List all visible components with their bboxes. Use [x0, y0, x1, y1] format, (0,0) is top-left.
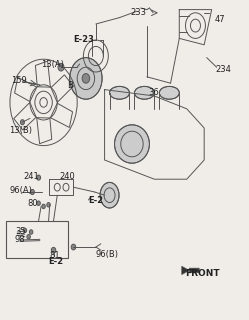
Ellipse shape — [115, 125, 149, 163]
Circle shape — [82, 74, 90, 83]
Circle shape — [20, 120, 24, 125]
Circle shape — [71, 244, 76, 250]
Circle shape — [58, 63, 64, 71]
Text: 241: 241 — [24, 172, 39, 180]
Ellipse shape — [159, 86, 179, 99]
Text: 36: 36 — [148, 88, 159, 97]
Text: 233: 233 — [131, 8, 147, 17]
Text: E-23: E-23 — [73, 35, 94, 44]
Text: FRONT: FRONT — [186, 269, 220, 278]
Text: 234: 234 — [215, 65, 231, 74]
Ellipse shape — [134, 86, 154, 99]
Text: 47: 47 — [215, 15, 225, 24]
Text: 96(A): 96(A) — [10, 186, 33, 195]
Ellipse shape — [110, 86, 129, 99]
Text: 13(B): 13(B) — [9, 126, 32, 135]
Text: 80: 80 — [27, 199, 38, 208]
Text: 81: 81 — [50, 251, 61, 260]
Polygon shape — [182, 266, 199, 275]
Circle shape — [23, 228, 27, 233]
Circle shape — [29, 230, 33, 234]
Ellipse shape — [70, 58, 102, 99]
Circle shape — [51, 247, 56, 253]
Circle shape — [47, 203, 50, 207]
Text: 13(A): 13(A) — [41, 60, 64, 68]
Text: 159: 159 — [11, 76, 27, 85]
Text: E-2: E-2 — [88, 196, 104, 205]
Text: 240: 240 — [59, 172, 75, 181]
Circle shape — [42, 204, 45, 209]
Circle shape — [37, 201, 40, 205]
Ellipse shape — [100, 182, 119, 208]
Text: 98: 98 — [15, 235, 26, 244]
Circle shape — [27, 235, 30, 239]
Circle shape — [30, 189, 34, 195]
Text: 35: 35 — [15, 227, 26, 236]
Circle shape — [37, 175, 41, 180]
Text: 96(B): 96(B) — [96, 250, 119, 259]
Text: E-2: E-2 — [49, 257, 64, 266]
Text: B: B — [67, 81, 73, 90]
